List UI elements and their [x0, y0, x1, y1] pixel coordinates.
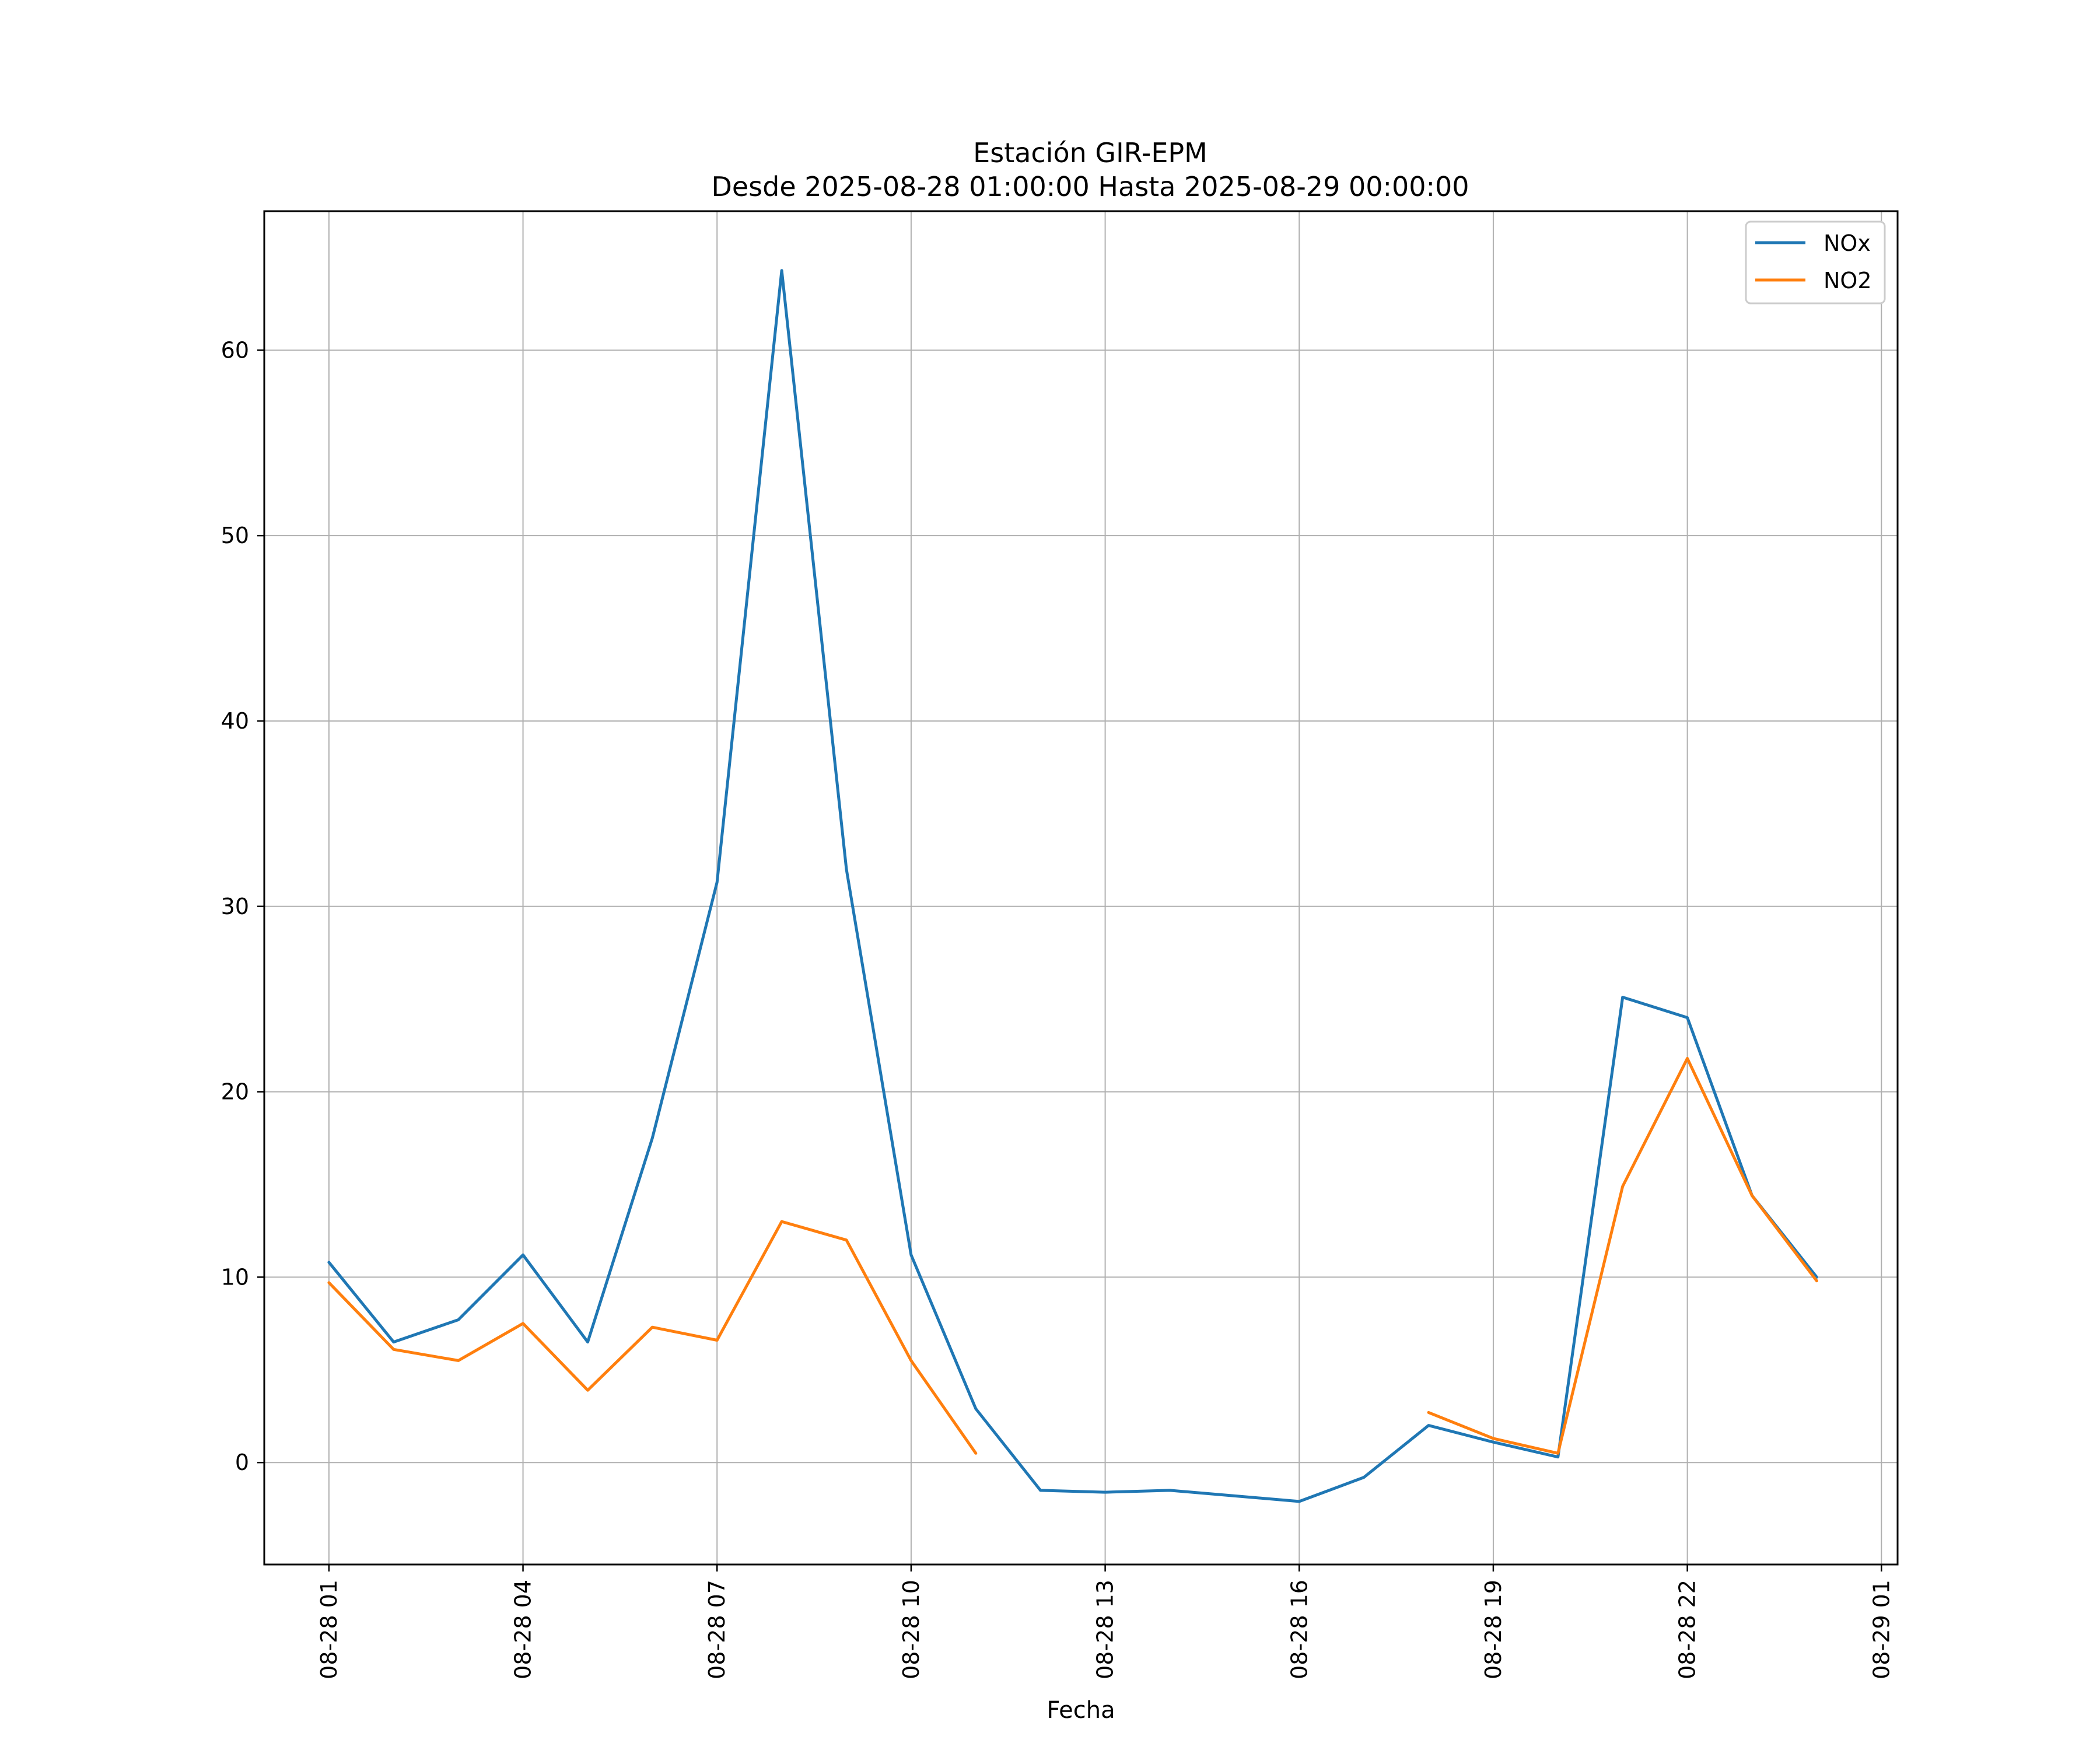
x-tick-label: 08-29 01 — [1868, 1580, 1894, 1679]
y-tick-label: 40 — [221, 708, 249, 734]
y-tick-label: 50 — [221, 523, 249, 548]
legend-label-nox: NOx — [1824, 230, 1871, 256]
plot-area-frame — [263, 210, 1899, 1566]
chart-subtitle: Desde 2025-08-28 01:00:00 Hasta 2025-08-… — [711, 171, 1469, 202]
legend: NOx NO2 — [1745, 220, 1886, 304]
legend-label-no2: NO2 — [1824, 268, 1872, 293]
y-tick-label: 0 — [235, 1450, 249, 1475]
x-tick-label: 08-28 10 — [898, 1580, 924, 1679]
y-axis: 0 10 20 30 40 50 60 — [221, 337, 264, 1475]
y-tick-label: 20 — [221, 1079, 249, 1105]
x-tick-label: 08-28 01 — [316, 1580, 342, 1679]
x-tick-label: 08-28 22 — [1675, 1580, 1700, 1679]
x-axis-label: Fecha — [1046, 1697, 1115, 1724]
y-tick-label: 30 — [221, 894, 249, 919]
y-tick-label: 10 — [221, 1264, 249, 1290]
x-tick-label: 08-28 16 — [1286, 1580, 1312, 1679]
x-axis: 08-28 01 08-28 04 08-28 07 08-28 10 08-28 13… — [316, 1564, 1894, 1679]
x-tick-label: 08-28 13 — [1093, 1580, 1118, 1679]
series-line-no2 — [1427, 1056, 1818, 1455]
x-tick-label: 08-28 19 — [1480, 1580, 1506, 1679]
y-tick-label: 60 — [221, 337, 249, 363]
series-line-no2 — [327, 1220, 978, 1455]
x-tick-label: 08-28 07 — [704, 1580, 730, 1679]
chart-title: Estación GIR-EPM — [973, 137, 1208, 169]
series-line-nox — [327, 269, 1818, 1503]
x-tick-label: 08-28 04 — [510, 1580, 536, 1679]
series-lines — [327, 269, 1818, 1503]
